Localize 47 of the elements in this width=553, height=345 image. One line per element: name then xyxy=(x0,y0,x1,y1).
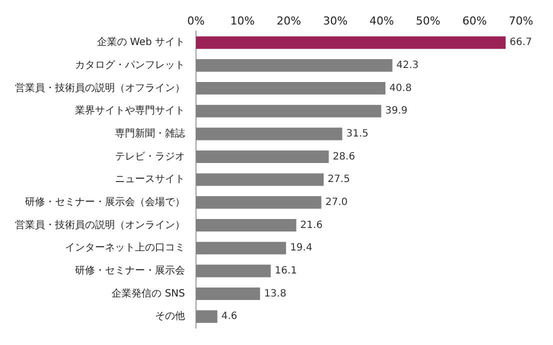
data-label: 42.3 xyxy=(396,60,419,72)
y-tick-label: 業界サイトや専門サイト xyxy=(75,104,185,117)
x-tick-label: 50% xyxy=(416,14,440,28)
x-tick-label: 60% xyxy=(462,14,487,28)
y-tick-label: インターネット上の口コミ xyxy=(65,242,185,254)
data-label: 13.8 xyxy=(264,288,286,300)
y-tick-label: その他 xyxy=(155,310,185,322)
data-label: 16.1 xyxy=(274,266,298,277)
x-tick-label: 40% xyxy=(369,14,394,28)
bar xyxy=(196,196,322,209)
bar xyxy=(196,104,382,118)
y-tick-label: 営業員・技術員の説明（オフライン） xyxy=(15,82,185,94)
y-tick-label: 研修・セミナー・展示会 xyxy=(75,264,185,277)
data-label: 27.0 xyxy=(325,197,348,208)
x-tick-label: 70% xyxy=(508,14,534,28)
bar xyxy=(196,218,296,232)
x-tick-label: 10% xyxy=(230,14,255,28)
bar xyxy=(196,173,324,186)
x-tick-label: 20% xyxy=(276,14,302,28)
data-label: 4.6 xyxy=(221,311,238,322)
bar xyxy=(196,150,329,164)
data-label: 39.9 xyxy=(385,106,408,117)
bar xyxy=(196,59,392,72)
y-tick-label: 研修・セミナー・展示会（会場で） xyxy=(25,196,185,208)
y-tick-label: ニュースサイト xyxy=(115,174,185,186)
y-tick-label: カタログ・パンフレット xyxy=(75,60,185,72)
data-label: 66.7 xyxy=(510,37,532,48)
bar xyxy=(196,310,218,323)
y-tick-label: テレビ・ラジオ xyxy=(115,151,185,162)
y-tick-label: 専門新聞・雑誌 xyxy=(115,128,185,140)
x-tick-label: 30% xyxy=(323,14,348,28)
y-tick-label: 企業の Web サイト xyxy=(96,36,185,48)
bar xyxy=(196,287,260,300)
bar xyxy=(196,36,506,49)
bar xyxy=(196,242,286,254)
data-label: 40.8 xyxy=(389,82,412,94)
bar xyxy=(196,82,386,95)
data-label: 27.5 xyxy=(328,174,350,186)
y-tick-label: 営業員・技術員の説明（オンライン） xyxy=(15,218,185,231)
data-label: 21.6 xyxy=(300,220,323,231)
y-tick-label: 企業発信の SNS xyxy=(112,287,185,300)
data-label: 19.4 xyxy=(290,242,312,254)
data-label: 31.5 xyxy=(346,128,369,140)
bar xyxy=(196,264,271,278)
bar xyxy=(196,128,342,140)
x-tick-label: 0% xyxy=(187,14,205,28)
data-label: 28.6 xyxy=(332,151,356,162)
